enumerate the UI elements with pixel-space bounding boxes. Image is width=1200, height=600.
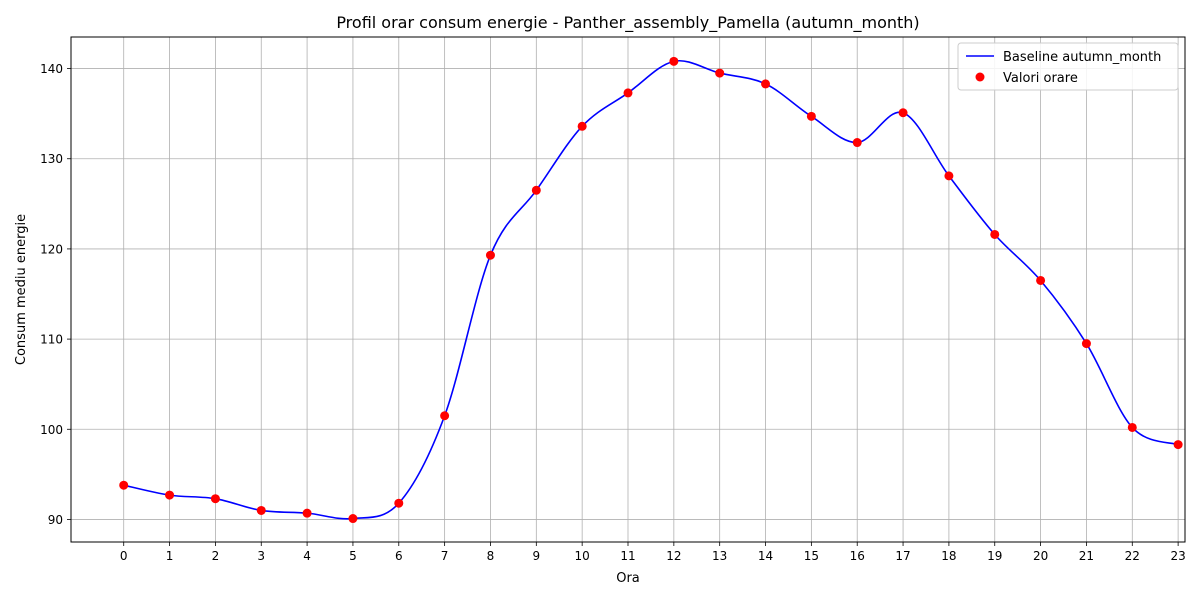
hourly-value-point <box>898 108 908 118</box>
hourly-value-point <box>1036 275 1046 285</box>
hourly-value-point <box>806 111 816 121</box>
x-tick-label: 18 <box>941 549 956 563</box>
x-tick-label: 13 <box>712 549 727 563</box>
chart-title: Profil orar consum energie - Panther_ass… <box>336 13 919 33</box>
hourly-value-point <box>669 56 679 66</box>
x-tick-label: 9 <box>532 549 540 563</box>
x-tick-label: 7 <box>441 549 449 563</box>
hourly-value-point <box>944 171 954 181</box>
x-tick-label: 2 <box>212 549 220 563</box>
x-axis-ticks: 0 1 2 3 4 5 6 7 8 9 10 11 12 13 14 15 16 17 18 19 20 21 22 23 <box>120 542 1186 563</box>
x-tick-label: 16 <box>850 549 865 563</box>
x-tick-label: 23 <box>1170 549 1185 563</box>
hourly-value-point <box>348 514 358 524</box>
y-tick-label: 130 <box>40 152 63 166</box>
hourly-value-point <box>256 505 266 515</box>
hourly-values-series <box>119 56 1183 524</box>
x-tick-label: 11 <box>620 549 635 563</box>
hourly-value-point <box>485 250 495 260</box>
hourly-value-point <box>1081 339 1091 349</box>
y-tick-label: 90 <box>48 513 63 527</box>
hourly-value-point <box>394 498 404 508</box>
legend-box <box>957 42 1179 91</box>
hourly-value-point <box>119 480 129 490</box>
x-tick-label: 8 <box>487 549 495 563</box>
x-tick-label: 5 <box>349 549 357 563</box>
hourly-value-point <box>761 79 771 89</box>
x-tick-label: 14 <box>758 549 773 563</box>
legend: Baseline autumn_month Valori orare <box>957 42 1179 91</box>
hourly-value-point <box>1127 422 1137 432</box>
y-tick-label: 140 <box>40 62 63 76</box>
x-tick-label: 4 <box>303 549 311 563</box>
x-tick-label: 10 <box>575 549 590 563</box>
grid-lines <box>71 37 1185 542</box>
x-tick-label: 19 <box>987 549 1002 563</box>
hourly-value-point <box>1173 440 1183 450</box>
x-axis-title: Ora <box>616 571 640 586</box>
x-tick-label: 21 <box>1079 549 1094 563</box>
x-tick-label: 1 <box>166 549 174 563</box>
hourly-value-point <box>577 121 587 131</box>
hourly-value-point <box>440 411 450 421</box>
y-axis-title: Consum mediu energie <box>14 214 29 365</box>
x-tick-label: 0 <box>120 549 128 563</box>
x-tick-label: 3 <box>257 549 265 563</box>
y-tick-label: 100 <box>40 423 63 437</box>
legend-hourly-label: Valori orare <box>1003 71 1078 86</box>
x-tick-label: 15 <box>804 549 819 563</box>
legend-baseline-label: Baseline autumn_month <box>1003 50 1161 65</box>
y-axis-ticks: 90 100 110 120 130 140 <box>40 62 71 527</box>
y-tick-label: 120 <box>40 242 63 256</box>
x-tick-label: 22 <box>1125 549 1140 563</box>
hourly-value-point <box>990 229 1000 239</box>
x-tick-label: 17 <box>895 549 910 563</box>
x-tick-label: 12 <box>666 549 681 563</box>
hourly-value-point <box>165 490 175 500</box>
legend-hourly-swatch <box>975 72 985 82</box>
hourly-value-point <box>623 88 633 98</box>
hourly-value-point <box>531 185 541 195</box>
hourly-value-point <box>210 494 220 504</box>
x-tick-label: 20 <box>1033 549 1048 563</box>
hourly-value-point <box>715 68 725 78</box>
hourly-value-point <box>852 138 862 148</box>
y-tick-label: 110 <box>40 333 63 347</box>
hourly-value-point <box>302 508 312 518</box>
x-tick-label: 6 <box>395 549 403 563</box>
